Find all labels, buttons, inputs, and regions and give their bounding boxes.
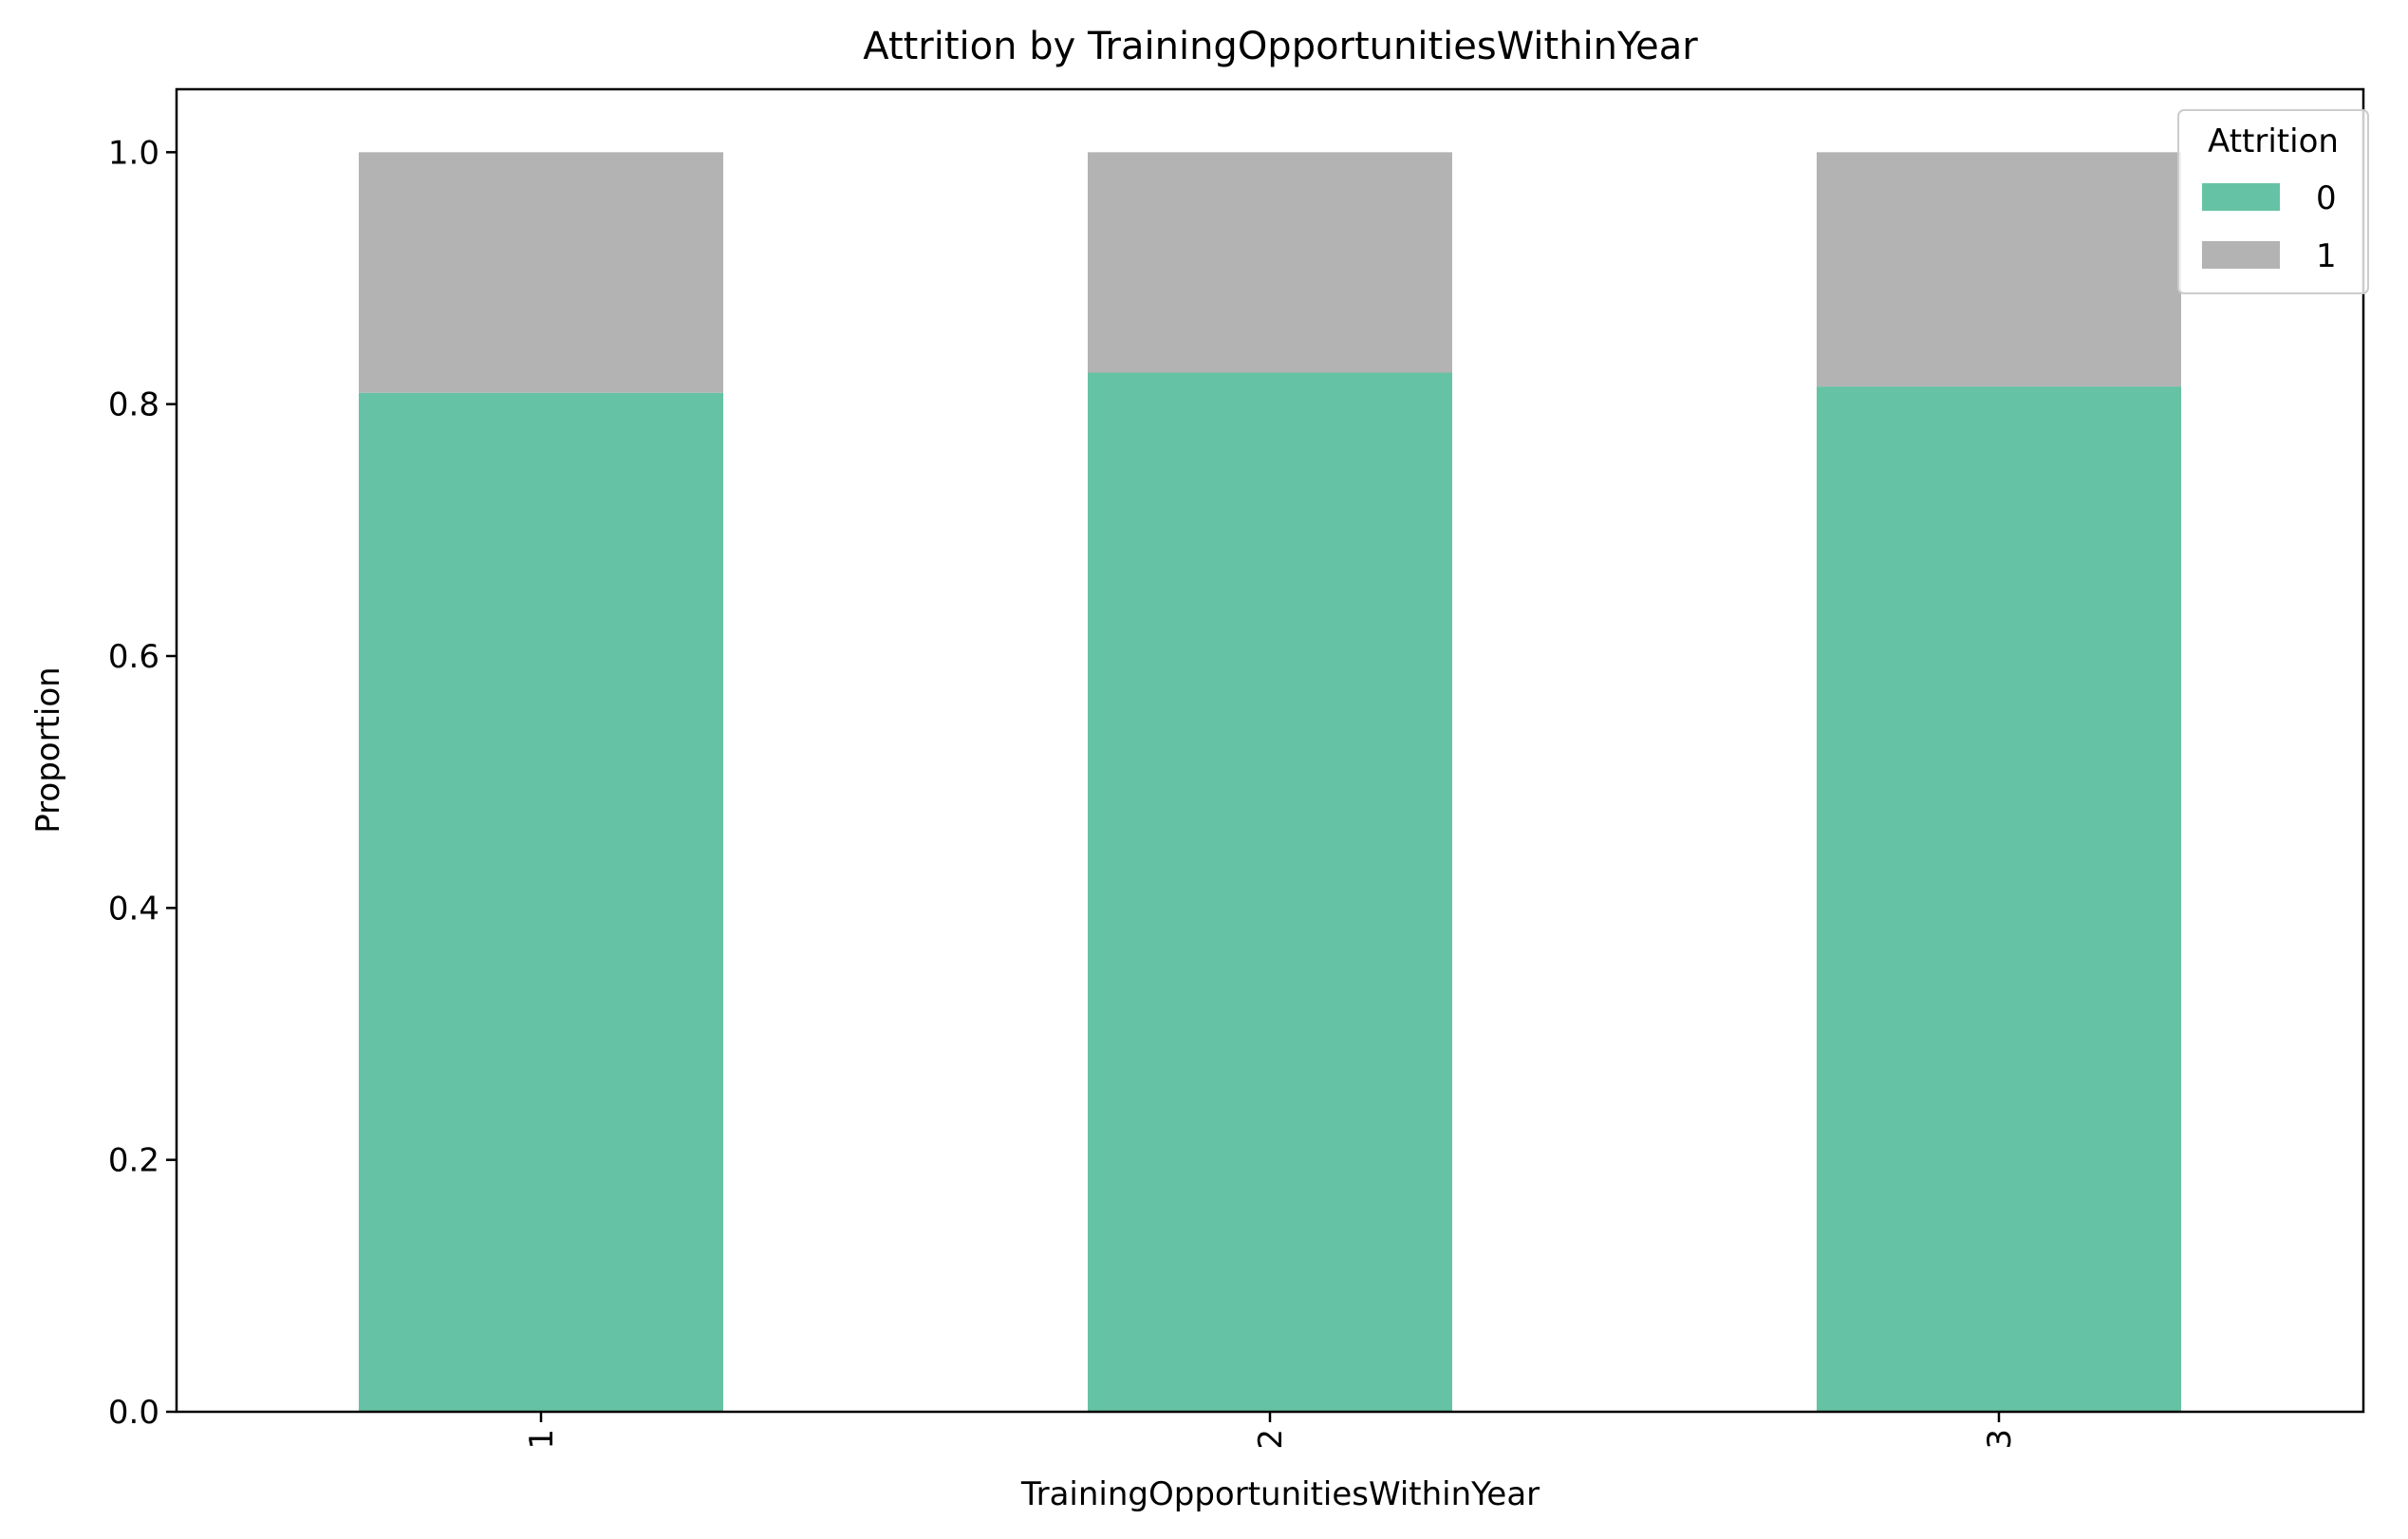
bar-2-attrition-0 [1088,372,1452,1412]
legend-items: 01 [2202,179,2337,275]
chart-title: Attrition by TrainingOpportunitiesWithin… [863,25,1698,68]
y-tick-label: 1.0 [108,134,159,172]
bars-layer [359,152,2181,1413]
legend-label: 0 [2316,179,2337,217]
bar-3-attrition-0 [1817,386,2181,1413]
x-axis-label: TrainingOpportunitiesWithinYear [1020,1475,1540,1513]
legend-title: Attrition [2208,122,2339,160]
y-tick-label: 0.4 [108,890,159,928]
bar-2-attrition-1 [1088,152,1452,373]
x-tick-label: 1 [523,1429,561,1450]
bar-3-attrition-1 [1817,152,2181,387]
plot-frame [175,87,2365,1414]
ticks-layer: 0.0 0.2 0.4 0.6 0.8 1.0 1 2 3 [108,134,2019,1449]
y-tick-label: 0.8 [108,386,159,424]
y-tick-label: 0.6 [108,638,159,676]
bar-1-attrition-0 [359,392,723,1412]
legend-swatch-1 [2202,241,2280,269]
x-tick-label: 3 [1981,1429,2019,1450]
y-tick-label: 0.2 [108,1142,159,1180]
bar-1-attrition-1 [359,152,723,393]
y-axis-label: Proportion [29,666,67,833]
legend-swatch-0 [2202,183,2280,211]
legend: Attrition 01 [2177,109,2369,294]
y-tick-label: 0.0 [108,1394,159,1432]
x-tick-label: 2 [1252,1429,1290,1450]
legend-label: 1 [2316,237,2337,275]
